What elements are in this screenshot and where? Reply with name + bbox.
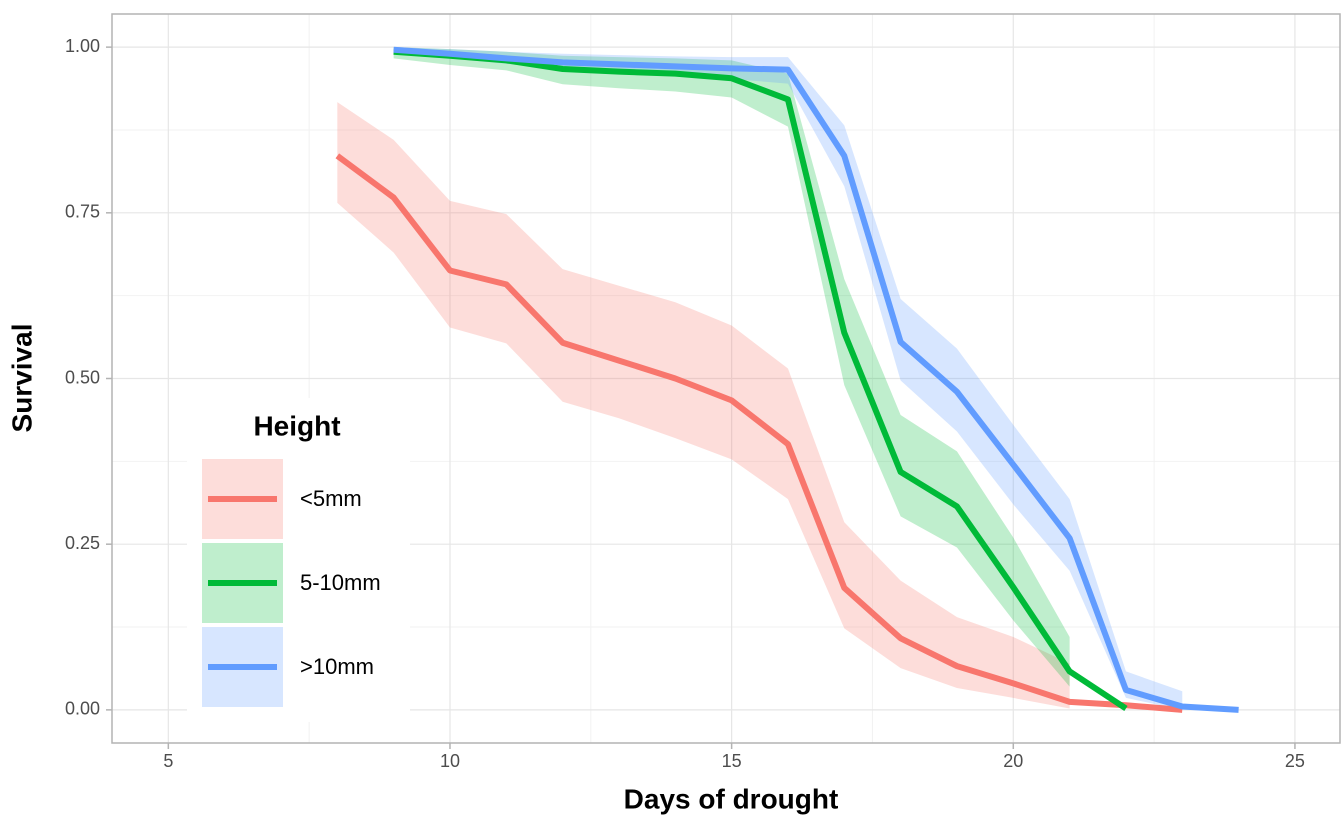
y-axis-title: Survival: [6, 324, 37, 433]
x-tick-label: 5: [163, 751, 173, 771]
confidence-band: [337, 102, 1070, 709]
x-tick-label: 20: [1003, 751, 1023, 771]
legend-title: Height: [253, 410, 340, 441]
x-tick-label: 10: [440, 751, 460, 771]
confidence-band: [393, 47, 1183, 710]
x-tick-label: 25: [1285, 751, 1305, 771]
y-tick-label: 0.50: [65, 367, 100, 387]
y-tick-label: 0.75: [65, 202, 100, 222]
legend-label: >10mm: [300, 654, 374, 679]
legend: Height <5mm 5-10mm >10mm: [187, 398, 410, 722]
bands: [337, 47, 1183, 710]
legend-label: <5mm: [300, 486, 362, 511]
x-tick-label: 15: [722, 751, 742, 771]
y-tick-label: 0.25: [65, 533, 100, 553]
survival-line: [335, 153, 1183, 713]
legend-label: 5-10mm: [300, 570, 381, 595]
survival-line: [393, 46, 1239, 713]
axes: 5 10 15 20 25 0.00 0.25 0.50 0.75 1.00: [65, 36, 1305, 771]
y-tick-label: 1.00: [65, 36, 100, 56]
x-axis-title: Days of drought: [624, 783, 839, 814]
y-tick-label: 0.00: [65, 699, 100, 719]
lines: [335, 46, 1239, 713]
